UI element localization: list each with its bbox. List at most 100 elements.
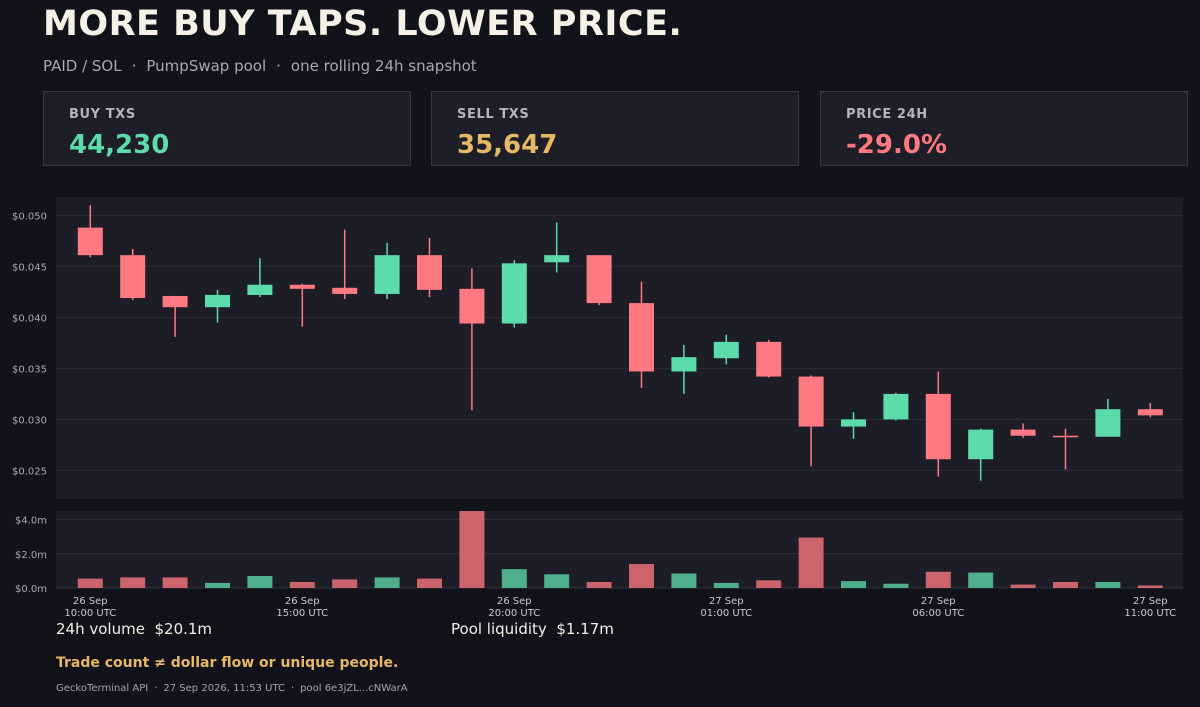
x-tick-date: 26 Sep [73,596,108,607]
volume-bar [247,576,273,588]
card-label: SELL TXS [457,107,530,122]
x-tick-date: 26 Sep [497,596,532,607]
volume-bar [1010,584,1036,588]
candle-body [756,341,782,377]
volume-bar [459,511,485,588]
volume-stat: 24h volume $20.1m [56,620,212,638]
candle-body [501,263,527,324]
volume-bar [586,582,612,588]
volume-bar [883,583,909,588]
pair-label: PAID / SOL [43,57,122,75]
liquidity-stat: Pool liquidity $1.17m [451,620,614,638]
card-label: PRICE 24H [846,107,928,122]
card-label: BUY TXS [69,107,136,122]
x-tick-date: 27 Sep [709,596,744,607]
volume-bar [1053,582,1078,588]
volume-label: 24h volume [56,620,145,638]
x-tick-date: 26 Sep [285,596,320,607]
card-value: -29.0% [846,130,947,160]
source-line: GeckoTerminal API · 27 Sep 2026, 11:53 UTC… [56,683,408,694]
volume-bar [925,571,951,588]
volume-bar [544,574,570,588]
volume-bar [1095,582,1121,588]
candle-body [841,419,866,427]
volume-bar [756,580,782,588]
candle-body [417,255,442,290]
volume-panel [56,511,1183,588]
source-pool: pool 6e3jZL...cNWarA [300,683,408,694]
volume-bar [162,577,188,588]
price-tick-label: $0.040 [12,313,47,324]
card-value: 44,230 [69,130,170,160]
card-value: 35,647 [457,130,558,160]
x-tick-time: 15:00 UTC [276,608,328,619]
volume-tick-label: $4.0m [15,516,47,527]
separator-dot: · [276,57,281,75]
candle-body [1053,435,1078,438]
candle-body [332,287,358,294]
separator-dot: · [131,57,137,75]
volume-bar [798,537,824,588]
candle-body [459,288,485,324]
candle-body [120,255,146,299]
source-timestamp: 27 Sep 2026, 11:53 UTC [163,683,285,694]
volume-bar [332,579,358,588]
liquidity-label: Pool liquidity [451,620,547,638]
x-tick-date: 27 Sep [921,596,956,607]
candle-body [544,255,570,263]
candle-body [374,255,400,294]
candle-body [925,393,951,460]
candle-body [77,227,103,256]
candle-body [883,393,909,420]
volume-bar [671,573,697,588]
source-api: GeckoTerminal API [56,683,149,694]
separator-dot: · [290,683,295,694]
candle-body [586,255,612,304]
candle-body [798,376,824,427]
price-tick-label: $0.025 [12,466,47,477]
volume-bar [629,564,654,588]
x-tick-date: 27 Sep [1133,596,1168,607]
volume-bar [841,581,866,588]
candle-body [247,284,273,295]
volume-bar [968,572,994,588]
price-tick-label: $0.050 [12,211,47,222]
volume-bar [1137,585,1163,588]
x-tick-time: 11:00 UTC [1124,608,1176,619]
candle-body [629,303,654,372]
sell-txs-card: SELL TXS 35,647 [431,91,799,166]
price-tick-label: $0.035 [12,364,47,375]
volume-bar [120,577,146,588]
candle-body [162,295,188,308]
candle-body [1010,429,1036,436]
separator-dot: · [154,683,158,694]
liquidity-value: $1.17m [556,620,614,638]
candle-body [1095,409,1121,437]
footnote: Trade count ≠ dollar flow or unique peop… [56,655,399,671]
candle-body [1137,409,1163,416]
price-tick-label: $0.030 [12,415,47,426]
volume-tick-label: $2.0m [15,550,47,561]
volume-bar [374,577,400,588]
price-tick-label: $0.045 [12,262,47,273]
price-24h-card: PRICE 24H -29.0% [820,91,1188,166]
volume-bar [205,582,230,588]
volume-bar [77,578,103,588]
x-tick-time: 01:00 UTC [700,608,752,619]
buy-txs-card: BUY TXS 44,230 [43,91,411,166]
volume-tick-label: $0.0m [15,584,47,595]
page-title: MORE BUY TAPS. LOWER PRICE. [43,4,683,44]
snapshot-label: one rolling 24h snapshot [290,57,477,75]
x-tick-time: 20:00 UTC [488,608,540,619]
candle-body [205,294,230,308]
candle-body [671,357,697,372]
candle-body [289,284,315,289]
page-subtitle: PAID / SOL · PumpSwap pool · one rolling 24h… [43,57,477,75]
volume-bar [501,569,527,588]
volume-bar [289,582,315,588]
volume-bar [417,578,442,588]
x-tick-time: 06:00 UTC [912,608,964,619]
candle-body [713,341,739,359]
volume-value: $20.1m [154,620,213,638]
